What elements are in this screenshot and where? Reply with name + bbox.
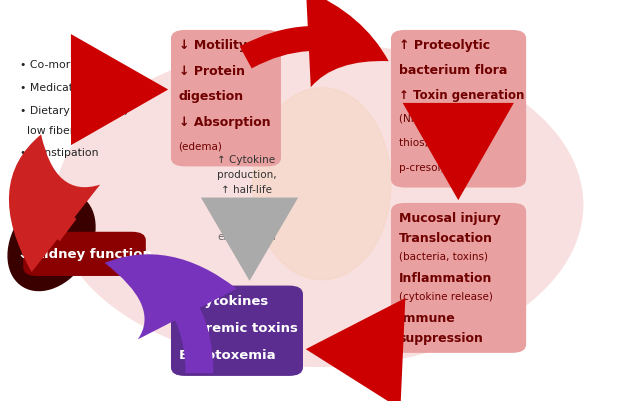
Text: ↓ Protein: ↓ Protein: [179, 65, 244, 78]
Ellipse shape: [253, 88, 391, 280]
Text: Endotoxemia: Endotoxemia: [179, 348, 276, 361]
Ellipse shape: [17, 203, 86, 281]
Text: Translocation: Translocation: [399, 231, 492, 244]
Text: p-cresol): p-cresol): [399, 162, 444, 172]
Text: • Dietary (anorexia,: • Dietary (anorexia,: [20, 105, 128, 115]
Text: bacterium flora: bacterium flora: [399, 64, 507, 77]
Text: ↑ Cytokines: ↑ Cytokines: [179, 294, 268, 308]
FancyBboxPatch shape: [391, 203, 526, 353]
Text: • Co-morbidities: • Co-morbidities: [20, 60, 110, 70]
Text: thios, indoles,: thios, indoles,: [399, 138, 472, 148]
FancyBboxPatch shape: [171, 286, 303, 376]
Text: ↑ Toxin generation: ↑ Toxin generation: [399, 89, 524, 101]
Text: ↑ Proteolytic: ↑ Proteolytic: [399, 39, 490, 52]
Ellipse shape: [8, 193, 95, 291]
Text: digestion: digestion: [179, 90, 244, 103]
Text: suppression: suppression: [399, 331, 484, 344]
Text: elimination: elimination: [217, 231, 276, 241]
Text: • Medications: • Medications: [20, 83, 96, 93]
Text: ↓ Motility: ↓ Motility: [179, 39, 246, 52]
Text: ↓ Cytokine: ↓ Cytokine: [217, 216, 275, 226]
Ellipse shape: [11, 196, 92, 288]
Text: (NH₃/NH₄⁺, amines,: (NH₃/NH₄⁺, amines,: [399, 113, 499, 123]
Text: ↓ Kidney function: ↓ Kidney function: [18, 248, 151, 261]
Text: ↑ Uremic toxins: ↑ Uremic toxins: [179, 322, 298, 334]
Text: production,: production,: [216, 170, 276, 180]
Text: Mucosal injury: Mucosal injury: [399, 211, 500, 224]
Text: (bacteria, toxins): (bacteria, toxins): [399, 251, 487, 261]
FancyBboxPatch shape: [23, 232, 146, 276]
Ellipse shape: [14, 200, 89, 284]
FancyBboxPatch shape: [171, 31, 281, 167]
Text: ↑ half-life: ↑ half-life: [221, 185, 272, 195]
Ellipse shape: [20, 207, 83, 277]
Text: Inflammation: Inflammation: [399, 271, 492, 284]
Circle shape: [54, 44, 583, 367]
Text: low fiber): low fiber): [20, 125, 78, 135]
Text: ↓ Absorption: ↓ Absorption: [179, 115, 270, 128]
Text: Immune: Immune: [399, 311, 455, 324]
Text: • Constipation: • Constipation: [20, 148, 99, 158]
Text: ↑ Cytokine: ↑ Cytokine: [217, 154, 275, 164]
Text: (cytokine release): (cytokine release): [399, 291, 492, 301]
FancyBboxPatch shape: [391, 31, 526, 188]
Text: (edema): (edema): [179, 141, 222, 151]
